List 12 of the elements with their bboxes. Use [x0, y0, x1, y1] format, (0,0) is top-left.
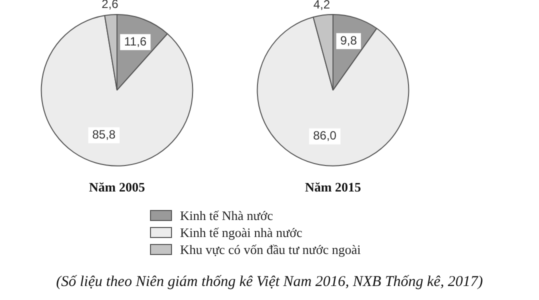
data-label: 86,0 — [313, 128, 337, 143]
text: (Số liệu theo Niên giám thống kê Việt Nam 2016, NXB Thống kê, 2017) — [55, 274, 484, 291]
data-label: 85,8 — [92, 128, 116, 142]
slice-label: Năm 2015 — [305, 180, 362, 195]
data-label: 9,8 — [340, 33, 358, 48]
slice-label: Năm 2005 — [89, 180, 146, 195]
legend-label: Kinh tế Nhà nước — [180, 208, 273, 224]
data-label: 4,2 — [313, 0, 330, 12]
legend-label: Kinh tế ngoài nhà nước — [180, 224, 302, 240]
data-label: 2,6 — [102, 0, 119, 12]
data-label: 11,6 — [124, 34, 147, 48]
legend-label: Khu vực có vốn đầu tư nước ngoài — [180, 242, 361, 258]
